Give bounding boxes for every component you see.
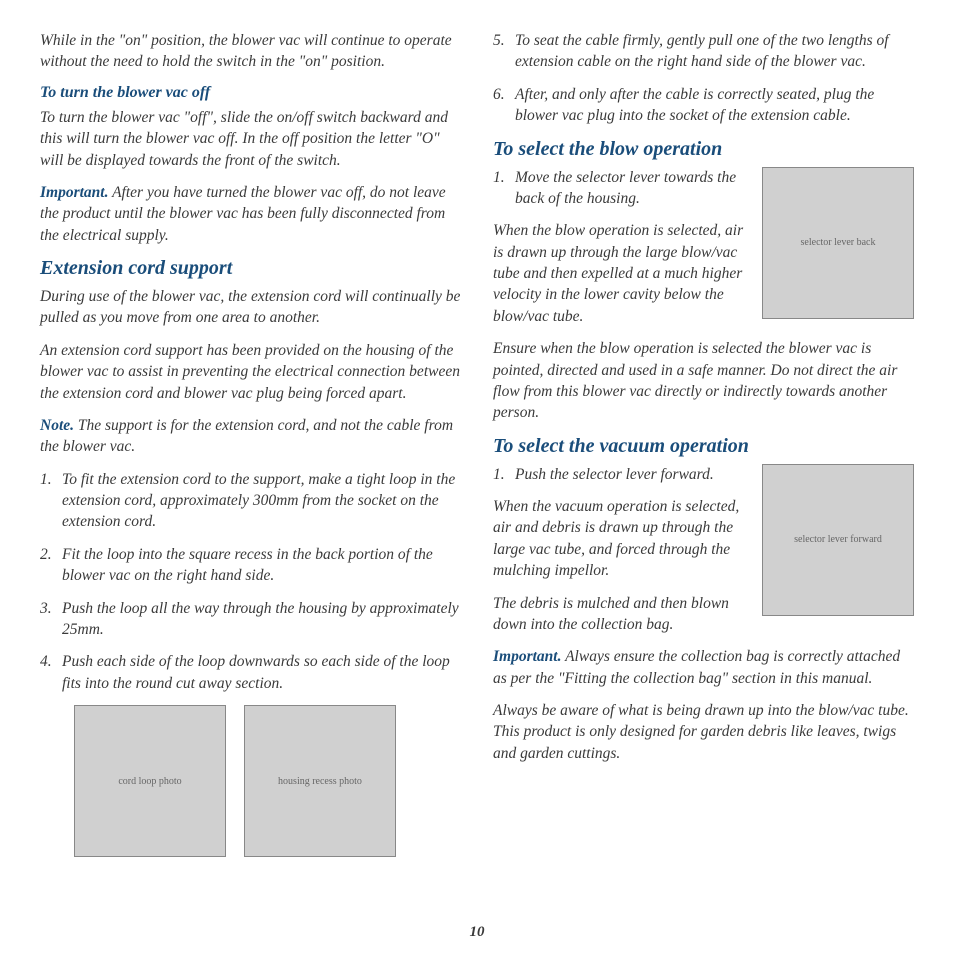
page-number: 10 <box>0 924 954 941</box>
ext-step-6: After, and only after the cable is corre… <box>493 84 914 127</box>
vac-important-label: Important. <box>493 648 561 665</box>
vac-para-3: Always be aware of what is being drawn u… <box>493 700 914 764</box>
blow-steps: Move the selector lever towards the back… <box>493 167 914 210</box>
important-paragraph: Important. After you have turned the blo… <box>40 182 461 246</box>
note-paragraph: Note. The support is for the extension c… <box>40 415 461 458</box>
turn-off-paragraph: To turn the blower vac "off", slide the … <box>40 107 461 171</box>
ext-step-3: Push the loop all the way through the ho… <box>40 598 461 641</box>
note-label: Note. <box>40 417 74 434</box>
vacuum-image: selector lever forward <box>762 464 914 616</box>
blow-para-2: Ensure when the blow operation is select… <box>493 338 914 424</box>
ext-para-1: During use of the blower vac, the extens… <box>40 286 461 329</box>
vacuum-heading: To select the vacuum operation <box>493 435 914 458</box>
ext-step-1: To fit the extension cord to the support… <box>40 469 461 533</box>
note-text: The support is for the extension cord, a… <box>40 417 453 455</box>
blow-section: selector lever back Move the selector le… <box>493 167 914 424</box>
turn-off-heading: To turn the blower vac off <box>40 84 461 102</box>
vac-step-1: Push the selector lever forward. <box>493 464 914 485</box>
intro-paragraph: While in the "on" position, the blower v… <box>40 30 461 73</box>
extension-cord-heading: Extension cord support <box>40 257 461 280</box>
extension-steps-list: To fit the extension cord to the support… <box>40 469 461 694</box>
ext-step-2: Fit the loop into the square recess in t… <box>40 544 461 587</box>
ext-step-5: To seat the cable firmly, gently pull on… <box>493 30 914 73</box>
extension-steps-cont: To seat the cable firmly, gently pull on… <box>493 30 914 127</box>
ext-image-1: cord loop photo <box>74 705 226 857</box>
vacuum-steps: Push the selector lever forward. <box>493 464 914 485</box>
two-column-layout: While in the "on" position, the blower v… <box>40 30 914 857</box>
ext-image-2: housing recess photo <box>244 705 396 857</box>
left-column: While in the "on" position, the blower v… <box>40 30 461 857</box>
ext-para-2: An extension cord support has been provi… <box>40 340 461 404</box>
right-column: To seat the cable firmly, gently pull on… <box>493 30 914 857</box>
extension-image-row: cord loop photo housing recess photo <box>40 705 461 857</box>
vacuum-section: selector lever forward Push the selector… <box>493 464 914 765</box>
ext-step-4: Push each side of the loop downwards so … <box>40 651 461 694</box>
important-label: Important. <box>40 184 108 201</box>
blow-heading: To select the blow operation <box>493 138 914 161</box>
vac-important-paragraph: Important. Always ensure the collection … <box>493 646 914 689</box>
blow-step-1: Move the selector lever towards the back… <box>493 167 914 210</box>
